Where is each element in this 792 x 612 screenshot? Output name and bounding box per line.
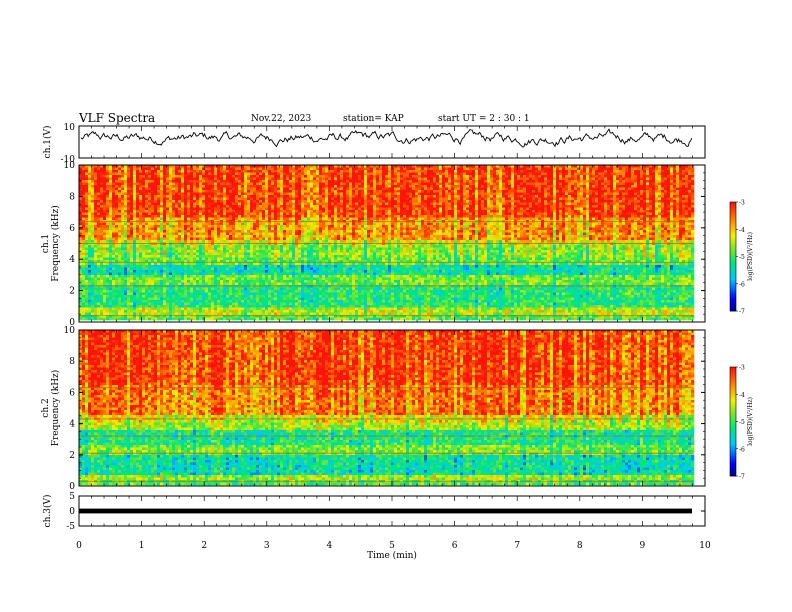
xtick-0: 0 <box>76 541 82 551</box>
figure-title: VLF Spectra <box>79 111 155 125</box>
ch1-channel-label: ch.1 <box>41 234 51 253</box>
start-time-label: start UT = 2 : 30 : 1 <box>438 114 530 124</box>
ch2-colorbar-label: log(PSD)(V²/Hz) <box>747 397 754 446</box>
ch2-colorbar-tick--4: -4 <box>739 392 745 399</box>
ch1-colorbar-label: log(PSD)(V²/Hz) <box>747 232 754 281</box>
ch2-ytick-10: 10 <box>64 326 76 336</box>
ch2-colorbar-tick--3: -3 <box>739 365 745 372</box>
ch1-ytick-top: 10 <box>64 123 76 133</box>
ch2-colorbar-tick--7: -7 <box>739 474 745 481</box>
ch2-colorbar: -3 -4 -5 -6 -7 log(PSD)(V²/Hz) <box>730 365 754 481</box>
ch1-ytick-2: 2 <box>69 287 75 297</box>
ch1-ytick-4: 4 <box>69 255 75 265</box>
ch3-waveform-ylabel: ch.3(V) <box>42 495 53 528</box>
xtick-6: 6 <box>452 541 458 551</box>
ch1-ytick-10: 10 <box>64 161 76 171</box>
xtick-9: 9 <box>640 541 646 551</box>
ch2-ytick-2: 2 <box>69 451 75 461</box>
ch2-ytick-4: 4 <box>69 420 75 430</box>
ch1-colorbar: -3 -4 -5 -6 -7 log(PSD)(V²/Hz) <box>730 200 754 316</box>
ch1-waveform-ylabel: ch.1(V) <box>42 126 53 159</box>
ch1-ytick-6: 6 <box>69 224 75 234</box>
ch2-colorbar-tick--6: -6 <box>739 446 745 453</box>
ch3-waveform-band <box>79 509 692 514</box>
ch2-channel-label: ch.2 <box>41 398 51 417</box>
ch2-ytick-6: 6 <box>69 388 75 398</box>
xtick-1: 1 <box>139 541 145 551</box>
ch1-colorbar-tick--7: -7 <box>739 309 745 316</box>
ch1-colorbar-tick--6: -6 <box>739 281 745 288</box>
station-label: station= KAP <box>343 114 404 124</box>
ch1-colorbar-tick--3: -3 <box>739 200 745 207</box>
xtick-10: 10 <box>699 541 711 551</box>
ch1-ylabel: Frequency (kHz) <box>50 205 61 282</box>
xtick-2: 2 <box>201 541 207 551</box>
ch3-ytick-5: 5 <box>69 492 75 502</box>
date-label: Nov.22, 2023 <box>251 114 311 124</box>
xtick-3: 3 <box>264 541 270 551</box>
xtick-5: 5 <box>389 541 395 551</box>
ch1-waveform-line <box>81 129 692 147</box>
ch2-ytick-8: 8 <box>69 357 75 367</box>
ch3-ytick-0: 0 <box>69 507 75 517</box>
ch1-colorbar-tick--5: -5 <box>739 254 745 261</box>
xtick-7: 7 <box>514 541 520 551</box>
xtick-8: 8 <box>577 541 583 551</box>
ch2-spectrogram-panel: 0 2 4 6 8 10 ch.2 Frequency (kHz) -3 -4 -5 -6 -7 log(… <box>41 326 754 492</box>
ch1-colorbar-tick--4: -4 <box>739 227 745 234</box>
ch2-ylabel: Frequency (kHz) <box>50 370 61 447</box>
ch2-colorbar-tick--5: -5 <box>739 419 745 426</box>
ch1-ytick-8: 8 <box>69 192 75 202</box>
ch3-ytick--5: -5 <box>66 522 75 532</box>
xtick-4: 4 <box>327 541 333 551</box>
ch2-ytick-0: 0 <box>69 482 75 492</box>
x-axis-label: Time (min) <box>367 550 417 561</box>
